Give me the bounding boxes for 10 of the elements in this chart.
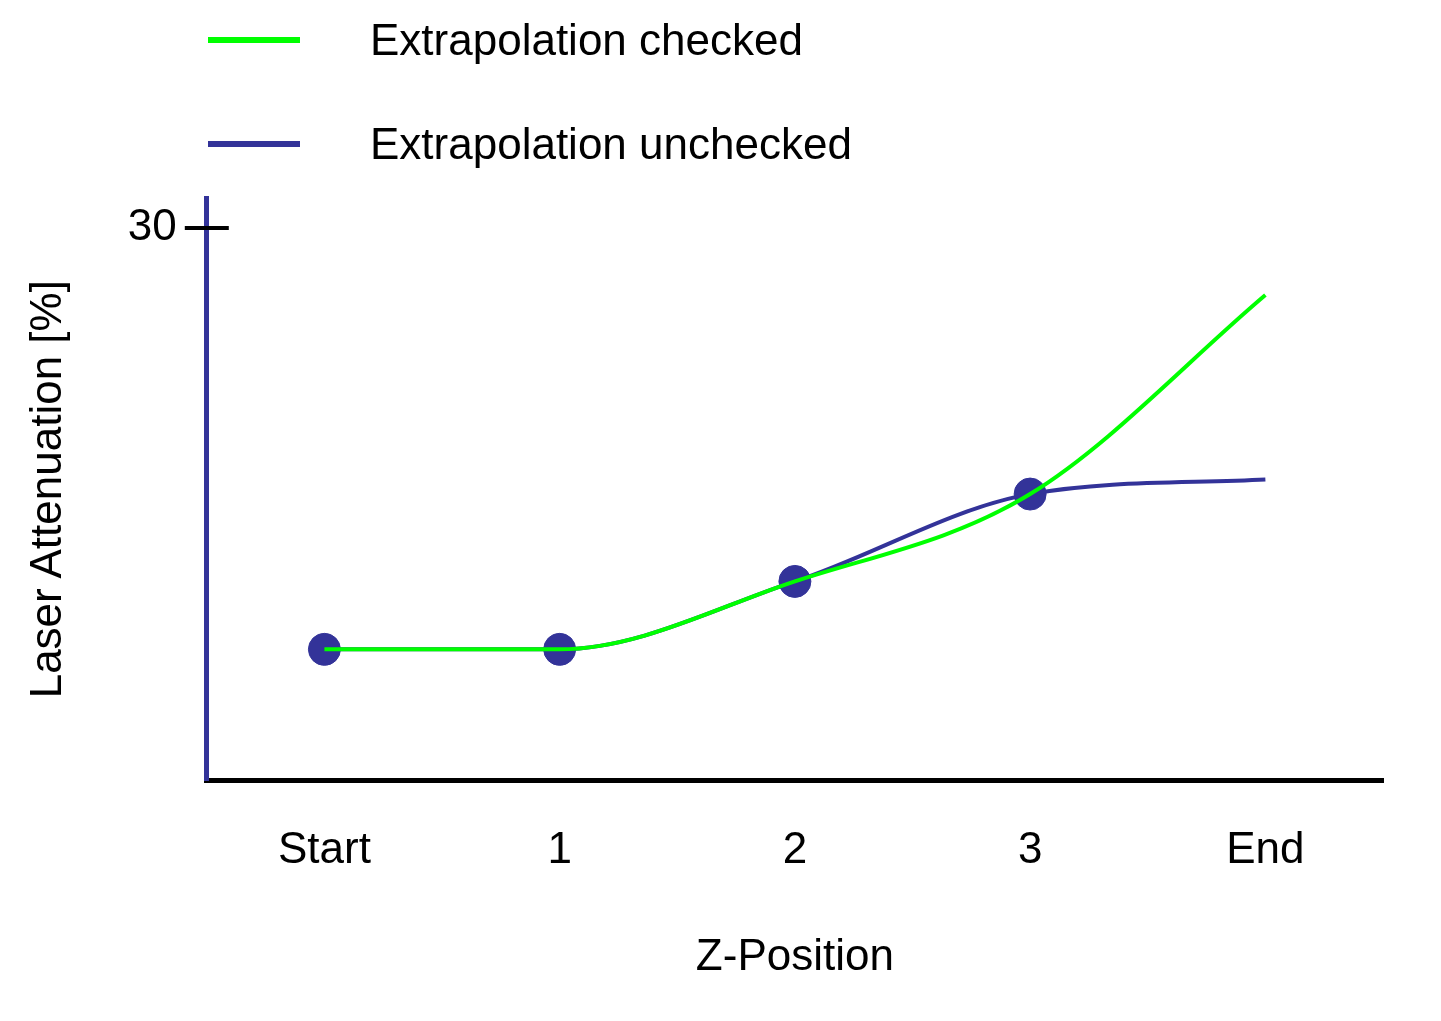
- x-tick-label: 3: [1017, 822, 1043, 872]
- legend-label: Extrapolation unchecked: [370, 119, 852, 169]
- x-tick-label: Start: [277, 822, 371, 872]
- x-tick-label: 1: [547, 822, 572, 872]
- x-tick-label: End: [1226, 822, 1305, 872]
- text: 30: [127, 200, 177, 250]
- x-axis-title: Z-Position: [695, 929, 894, 979]
- legend-label: Extrapolation checked: [370, 15, 803, 65]
- y-axis-title: Laser Attenuation [%]: [20, 280, 70, 699]
- x-tick-label: 2: [782, 822, 808, 872]
